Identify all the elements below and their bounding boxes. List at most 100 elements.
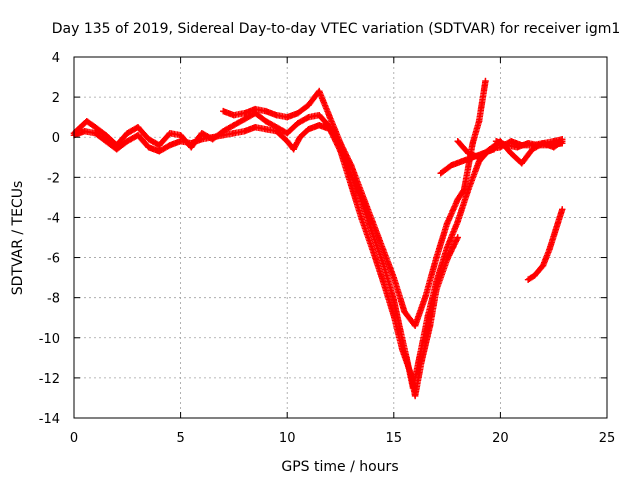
data-point	[531, 272, 538, 279]
data-point	[305, 113, 312, 121]
data-point	[559, 140, 566, 147]
data-point	[358, 190, 366, 197]
data-point	[454, 138, 461, 145]
y-tick-label: -12	[39, 372, 60, 387]
series-track-e	[437, 146, 498, 177]
series-track-c	[220, 77, 489, 329]
data-point	[458, 158, 466, 165]
x-tick-label: 5	[176, 431, 184, 446]
data-point	[418, 358, 425, 366]
chart-title: Day 135 of 2019, Sidereal Day-to-day VTE…	[52, 21, 621, 37]
data-point	[230, 111, 238, 119]
y-tick-label: 0	[52, 131, 60, 146]
data-point	[337, 140, 344, 147]
data-point	[230, 130, 238, 137]
data-point	[284, 138, 291, 145]
data-point	[188, 140, 195, 147]
data-point	[177, 132, 184, 139]
data-point	[326, 113, 334, 121]
grid	[74, 57, 607, 418]
x-tick-label: 0	[70, 431, 78, 446]
data-point	[535, 142, 542, 149]
data-point	[469, 154, 476, 161]
data-point	[284, 113, 291, 121]
data-point	[482, 77, 489, 85]
data-point	[290, 146, 297, 153]
x-axis-label: GPS time / hours	[281, 459, 398, 475]
data-point	[390, 312, 397, 319]
data-point	[102, 132, 110, 139]
x-tick-label: 25	[599, 431, 616, 446]
data-point	[294, 119, 302, 127]
y-tick-label: 4	[52, 51, 60, 66]
data-point	[113, 146, 120, 153]
data-point	[220, 107, 227, 115]
x-tick-label: 20	[492, 431, 509, 446]
data-point	[518, 160, 525, 167]
data-point	[503, 142, 510, 149]
data-point	[241, 128, 248, 135]
data-point	[252, 123, 259, 131]
data-point	[411, 392, 419, 400]
data-point	[241, 115, 248, 123]
data-point	[156, 148, 163, 155]
data-point	[220, 132, 227, 139]
data-point	[552, 226, 560, 233]
data-point	[262, 107, 270, 115]
data-point	[399, 346, 406, 354]
data-point	[454, 234, 461, 241]
data-point	[92, 123, 99, 131]
y-tick-label: -8	[47, 292, 60, 307]
data-point	[166, 130, 174, 137]
data-point	[166, 142, 174, 149]
plot-frame	[73, 56, 608, 419]
data-point	[514, 144, 521, 151]
data-point	[347, 162, 355, 169]
data-point	[369, 218, 376, 225]
y-tick-label: -14	[39, 412, 60, 427]
data-point	[262, 126, 270, 133]
data-point	[294, 109, 302, 117]
data-point	[475, 117, 483, 125]
data-point	[252, 105, 259, 113]
data-point	[315, 121, 323, 129]
data-point	[448, 162, 455, 169]
data-point	[465, 150, 472, 157]
data-point	[83, 117, 90, 125]
data-point	[358, 216, 366, 223]
data-point	[443, 256, 451, 263]
data-point	[347, 182, 355, 189]
data-point	[230, 121, 238, 129]
y-tick-label: -2	[47, 171, 60, 186]
data-point	[198, 136, 206, 143]
x-tick-label: 15	[386, 431, 403, 446]
data-point	[77, 123, 84, 131]
data-point	[422, 292, 429, 299]
series-markers	[70, 122, 461, 400]
data-point	[156, 142, 163, 149]
y-tick-label: -6	[47, 252, 60, 267]
y-axis-label: SDTVAR / TECUs	[10, 181, 26, 296]
data-point	[273, 128, 280, 135]
data-point	[81, 128, 88, 135]
x-tick-label: 10	[279, 431, 296, 446]
data-point	[546, 246, 553, 253]
series-track-g	[524, 206, 566, 283]
data-point	[492, 138, 500, 145]
data-point	[443, 220, 451, 227]
data-point	[305, 101, 312, 109]
data-point	[92, 130, 99, 137]
data-point	[209, 134, 216, 141]
data-point	[433, 286, 440, 293]
data-point	[315, 87, 323, 95]
data-point	[296, 134, 304, 141]
data-point	[407, 370, 415, 378]
data-point	[390, 274, 397, 281]
data-point	[145, 136, 152, 143]
data-point	[469, 140, 476, 147]
data-point	[411, 322, 419, 329]
data-point	[546, 142, 553, 149]
